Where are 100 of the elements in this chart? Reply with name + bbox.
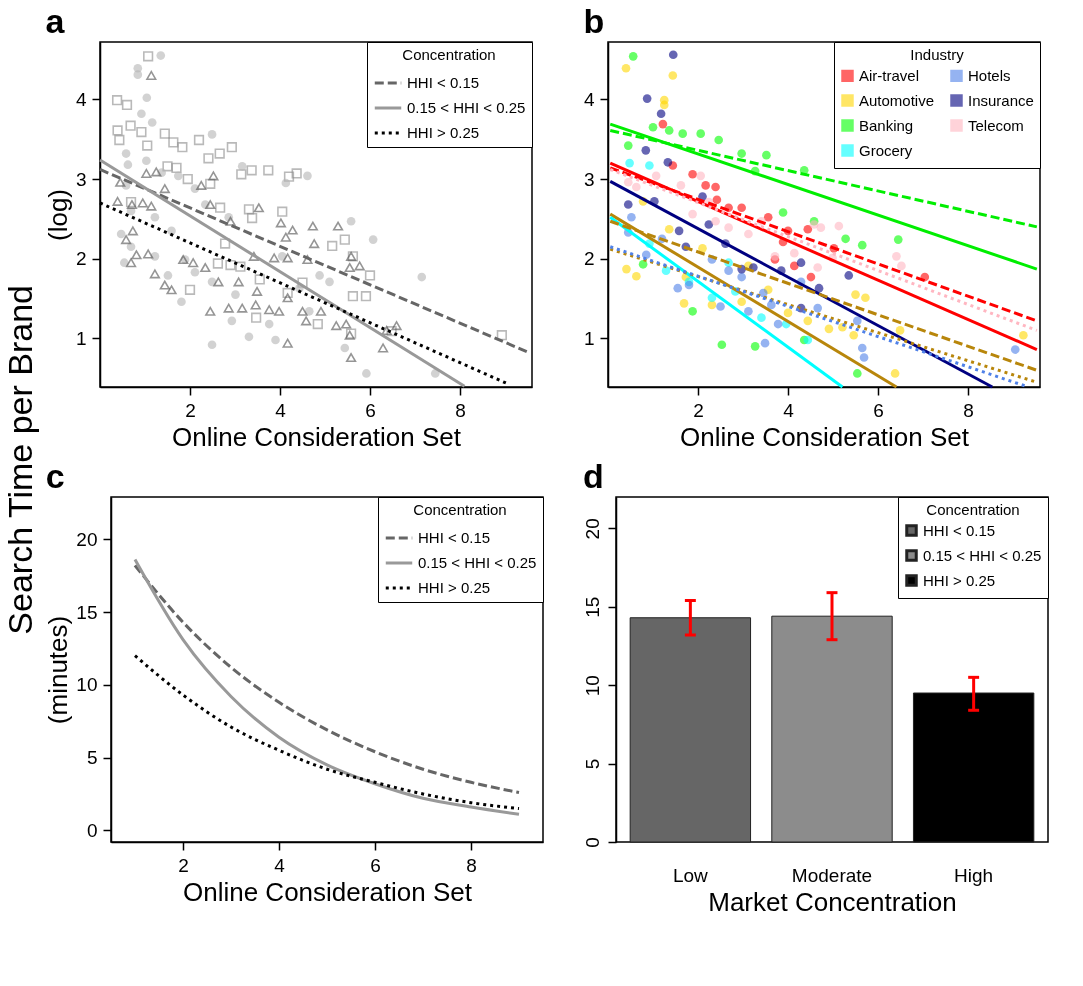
x-tick-label: 4 [275,399,287,421]
legend-label: Banking [859,116,914,134]
point [711,182,720,192]
point [698,244,707,253]
point [137,109,146,119]
point [841,234,850,244]
point [656,109,666,119]
point [763,212,773,222]
legend-label: HHI > 0.25 [407,124,480,141]
point [119,258,129,268]
y-tick-label: 2 [583,248,595,270]
point [701,181,710,190]
x-tick-label: 4 [274,854,286,876]
point [773,319,783,329]
point [173,171,183,181]
point [264,319,274,329]
point [315,271,324,280]
point [890,369,900,378]
point [849,330,859,340]
legend-label: 0.15 < HHI < 0.25 [418,554,537,571]
point [803,316,813,326]
x-tick-label: 6 [370,854,381,876]
x-tick-label: 2 [185,399,196,421]
point [737,149,746,158]
legend-label: HHI < 0.15 [923,521,996,539]
legend-title: Industry [910,46,965,63]
legend-label: HHI > 0.25 [923,571,996,589]
point [688,169,697,179]
point [663,157,673,167]
point [859,353,869,362]
point [303,171,312,181]
point [167,226,176,236]
y-tick-label: 1 [75,327,87,349]
x-axis-title: Online Consideration Set [679,421,970,452]
point [816,223,826,232]
x-tick-label: 2 [693,399,704,421]
point [641,146,651,155]
point [893,235,903,244]
point [659,100,669,110]
point [1019,330,1028,340]
point [177,297,186,307]
point [744,229,753,239]
point [688,209,697,219]
point [678,129,688,138]
point [762,150,771,160]
point [716,302,725,311]
point [750,342,760,351]
chart-title: d [583,456,604,495]
point [645,161,654,170]
point [281,178,291,188]
point [346,216,356,226]
point [150,212,160,222]
point [806,272,816,282]
point [627,212,636,222]
point [661,266,671,275]
point [737,297,746,307]
y-tick-label: 15 [76,601,98,623]
point [857,343,867,353]
point [789,248,799,258]
legend-title: Concentration [413,501,507,518]
y-tick-label: 0 [86,819,98,841]
point [809,220,819,229]
point [142,93,152,103]
x-tick-label: High [954,864,994,886]
point [814,283,824,293]
point [231,290,240,299]
point [834,221,844,231]
point [417,272,427,282]
x-axis-title: Online Consideration Set [182,876,473,907]
point [325,277,334,287]
point [116,229,126,239]
point [237,161,247,171]
x-tick-label: Moderate [791,864,873,886]
point [1010,345,1020,354]
x-tick-label: 8 [455,399,466,421]
point [851,290,860,299]
y-tick-label: 1 [583,327,595,349]
point [783,308,793,318]
point [368,235,378,244]
point [362,369,371,378]
point [621,63,631,73]
point [857,240,867,250]
point [897,261,906,271]
point [156,51,166,60]
point [844,271,854,280]
point [813,263,823,272]
point [430,369,440,378]
legend-label: HHI > 0.25 [418,579,491,596]
point [696,129,706,138]
y-tick-label: 4 [583,88,595,110]
point [227,316,237,326]
x-tick-label: 6 [365,399,376,421]
x-tick-label: 2 [178,854,189,876]
y-tick-label: 2 [75,248,87,270]
point [133,70,143,79]
y-tick-label: 15 [581,596,603,618]
point [668,50,678,60]
point [673,283,683,293]
point [852,316,862,326]
point [622,264,631,274]
